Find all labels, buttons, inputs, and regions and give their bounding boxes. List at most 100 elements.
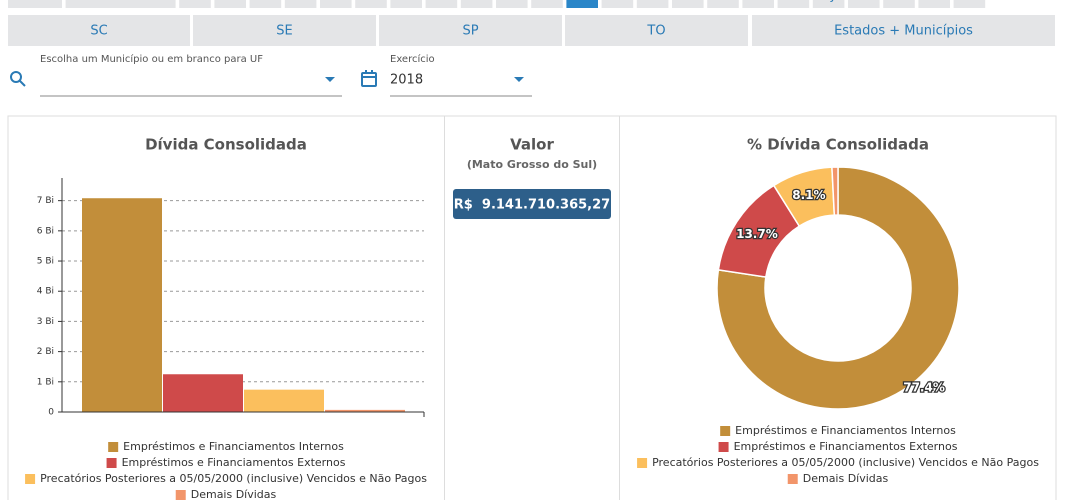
nav-label[interactable]: PI — [753, 0, 764, 3]
municipio-label: Escolha um Município ou em branco para U… — [40, 53, 263, 65]
exercicio-value: 2018 — [390, 73, 423, 88]
y-tick-label: 3 Bi — [37, 317, 54, 327]
slice-label: 13.7% — [736, 227, 778, 241]
nav-button[interactable] — [214, 0, 246, 8]
nav-button[interactable] — [601, 0, 634, 8]
nav-label[interactable]: AP — [293, 0, 308, 3]
nav-button[interactable] — [531, 0, 563, 8]
nav-button[interactable] — [496, 0, 528, 8]
nav-label[interactable]: MG — [537, 0, 557, 3]
legend-swatch — [637, 458, 648, 468]
y-tick-label: 2 Bi — [37, 347, 54, 357]
nav-label[interactable]: DF — [398, 0, 414, 3]
nav-label[interactable]: RR — [926, 0, 943, 3]
nav-button[interactable] — [8, 0, 62, 8]
nav-button[interactable] — [707, 0, 739, 8]
bar — [244, 389, 324, 412]
nav-label[interactable]: Estados + Municípios — [834, 24, 973, 39]
nav-button[interactable] — [812, 0, 845, 8]
nav-label[interactable]: AL — [223, 0, 238, 3]
slice-label: 8.1% — [792, 188, 825, 202]
nav-button[interactable] — [918, 0, 950, 8]
nav-label[interactable]: MS — [573, 0, 591, 3]
nav-button[interactable] — [390, 0, 422, 8]
nav-label[interactable]: RO — [890, 0, 908, 3]
exercicio-label: Exercício — [390, 53, 435, 65]
nav-button[interactable] — [953, 0, 986, 8]
legend-swatch — [787, 474, 798, 484]
nav-label[interactable]: Todos Estados — [77, 0, 163, 3]
nav-button[interactable] — [777, 0, 810, 8]
nav-button[interactable] — [320, 0, 352, 8]
nav-button[interactable] — [565, 15, 748, 46]
dropdown-arrow[interactable] — [514, 77, 524, 82]
nav-label[interactable]: TO — [646, 24, 665, 39]
pie-slice — [716, 166, 960, 410]
nav-label[interactable]: GO — [467, 0, 486, 3]
nav-label[interactable]: PE — [716, 0, 731, 3]
nav-button[interactable] — [460, 0, 493, 8]
dropdown-arrow[interactable] — [325, 77, 335, 82]
nav-label[interactable]: PB — [680, 0, 695, 3]
value-title: Valor — [510, 136, 554, 154]
search-icon[interactable] — [10, 71, 26, 87]
chart-title: Dívida Consolidada — [145, 136, 307, 154]
nav-button[interactable] — [179, 0, 211, 8]
nav-label[interactable]: PA — [645, 0, 660, 3]
nav-button[interactable] — [636, 0, 669, 8]
nav-button[interactable] — [752, 15, 1055, 46]
legend-swatch — [108, 442, 119, 452]
nav-button[interactable] — [249, 0, 282, 8]
bar — [325, 409, 405, 412]
nav-label[interactable]: PR — [786, 0, 802, 3]
nav-label[interactable]: SC — [90, 24, 107, 39]
nav-label[interactable]: RS — [961, 0, 977, 3]
nav-label[interactable]: BA — [328, 0, 345, 3]
calendar-icon[interactable] — [361, 70, 377, 87]
legend-label: Precatórios Posteriores a 05/05/2000 (in… — [652, 456, 1039, 469]
nav-button[interactable] — [284, 0, 317, 8]
legend-label: Empréstimos e Financiamentos Internos — [735, 424, 956, 437]
legend-swatch — [175, 490, 186, 500]
nav-label[interactable]: RN — [855, 0, 872, 3]
nav-label[interactable]: CE — [363, 0, 379, 3]
legend-label: Precatórios Posteriores a 05/05/2000 (in… — [40, 472, 427, 485]
y-tick-label: 4 Bi — [37, 287, 54, 297]
nav-button[interactable] — [65, 0, 176, 8]
nav-button[interactable] — [848, 0, 880, 8]
nav-label[interactable]: SP — [462, 24, 478, 39]
y-tick-label: 1 Bi — [37, 377, 54, 387]
legend-label: Empréstimos e Financiamentos Externos — [122, 456, 346, 469]
legend-label: Demais Dívidas — [191, 488, 277, 500]
bar — [82, 198, 162, 412]
nav-button[interactable] — [672, 0, 704, 8]
legend-swatch — [25, 474, 36, 484]
y-tick-label: 5 Bi — [37, 257, 54, 267]
nav-button[interactable] — [566, 0, 598, 8]
nav-label[interactable]: AM — [256, 0, 275, 3]
nav-label[interactable]: MA — [503, 0, 522, 3]
nav-button[interactable] — [379, 15, 562, 46]
nav-label[interactable]: AC — [187, 0, 203, 3]
nav-label[interactable]: União — [18, 0, 52, 3]
nav-label[interactable]: RJ — [823, 0, 835, 3]
chart-title: % Dívida Consolidada — [747, 136, 929, 154]
nav-button[interactable] — [742, 0, 774, 8]
nav-button[interactable] — [355, 0, 387, 8]
nav-button[interactable] — [193, 15, 376, 46]
bar — [163, 374, 243, 412]
nav-button[interactable] — [8, 15, 190, 46]
nav-label[interactable]: MT — [609, 0, 627, 3]
y-tick-label: 6 Bi — [37, 226, 54, 236]
nav-label[interactable]: ES — [434, 0, 449, 3]
nav-label[interactable]: SE — [276, 24, 292, 39]
y-tick-label: 7 Bi — [37, 196, 54, 206]
y-tick-label: 0 — [48, 408, 54, 418]
nav-button[interactable] — [425, 0, 458, 8]
nav-button[interactable] — [883, 0, 915, 8]
legend-label: Demais Dívidas — [803, 472, 889, 485]
slice-label: 77.4% — [903, 381, 945, 395]
value-amount: R$ 9.141.710.365,27 — [454, 198, 610, 213]
